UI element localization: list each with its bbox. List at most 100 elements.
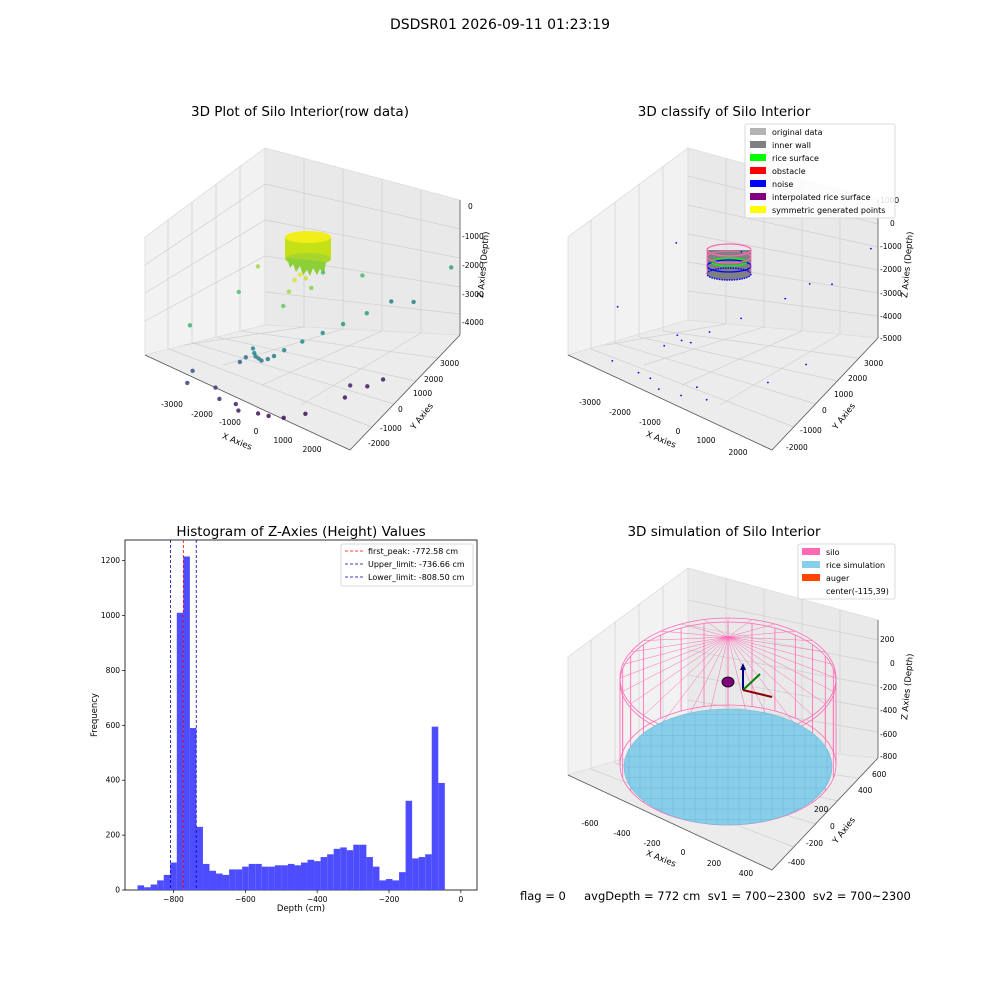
hist-bar xyxy=(372,866,380,890)
legend-label: rice simulation xyxy=(826,561,885,570)
svg-text:-1000: -1000 xyxy=(800,426,822,435)
raw-z-label: Z Axies (Depth) xyxy=(476,231,492,298)
raw-point xyxy=(303,411,308,416)
legend-label: noise xyxy=(772,180,793,189)
noise-point xyxy=(740,251,743,253)
svg-text:-3000: -3000 xyxy=(579,398,601,407)
svg-text:-400: -400 xyxy=(880,706,897,715)
svg-text:-3000: -3000 xyxy=(161,400,183,409)
raw-point xyxy=(380,377,386,382)
hist-x-label: Depth (cm) xyxy=(277,904,325,914)
raw-point xyxy=(389,299,394,304)
y-tick-label: 800 xyxy=(106,666,121,675)
svg-text:0: 0 xyxy=(254,427,259,436)
raw-point xyxy=(213,385,218,390)
hist-bar xyxy=(346,850,354,890)
silo-roof-line xyxy=(619,636,729,679)
raw-scatter-points xyxy=(185,264,454,420)
svg-text:-1000: -1000 xyxy=(639,418,661,427)
noise-point xyxy=(675,242,678,244)
legend-label: obstacle xyxy=(772,167,806,176)
hist-bar xyxy=(287,863,295,890)
noise-point xyxy=(784,297,787,300)
hist-bar xyxy=(379,880,386,890)
raw-z-ticks: 0 -1000 -2000 -3000 -4000 xyxy=(462,202,484,327)
raw-point xyxy=(237,359,243,365)
svg-text:1000: 1000 xyxy=(413,389,432,398)
svg-text:-1000: -1000 xyxy=(462,232,484,241)
figure-title: DSDSR01 2026-09-11 01:23:19 xyxy=(389,17,610,33)
raw-point xyxy=(281,303,286,309)
hist-bar xyxy=(327,854,334,890)
noise-point xyxy=(616,305,619,308)
y-tick-label: 400 xyxy=(106,776,121,785)
silo-roof-line xyxy=(727,630,796,638)
legend-swatch xyxy=(802,574,820,581)
noise-point xyxy=(637,371,640,374)
noise-scatter-points xyxy=(611,242,872,401)
hist-bar xyxy=(301,862,308,890)
svg-text:2000: 2000 xyxy=(848,374,867,383)
svg-text:600: 600 xyxy=(872,770,887,779)
classify-grid xyxy=(590,158,879,428)
svg-text:2000: 2000 xyxy=(424,375,443,384)
silo-roof-line xyxy=(622,636,729,692)
svg-text:3000: 3000 xyxy=(440,359,459,368)
hist-bar xyxy=(242,866,249,890)
raw-point xyxy=(342,395,348,400)
hist-bar xyxy=(170,862,177,890)
raw-point xyxy=(243,355,248,360)
svg-text:1000: 1000 xyxy=(273,436,292,445)
raw-grid xyxy=(144,158,461,428)
noise-point xyxy=(805,363,807,366)
hist-bar xyxy=(144,887,151,890)
noise-point xyxy=(870,247,872,250)
hist-bar xyxy=(294,865,301,890)
raw-point xyxy=(340,321,346,327)
hist-bar xyxy=(209,870,217,890)
legend-swatch xyxy=(802,548,820,555)
hist-bar xyxy=(405,800,413,890)
svg-text:-4000: -4000 xyxy=(880,312,902,321)
rice-simulation-surface xyxy=(623,708,833,826)
sim-y-ticks: -400 -200 0 200 400 600 xyxy=(788,770,887,867)
raw-x-ticks: -3000 -2000 -1000 0 1000 2000 xyxy=(161,400,322,454)
classify-plot-title: 3D classify of Silo Interior xyxy=(638,104,811,120)
svg-text:-2000: -2000 xyxy=(368,439,390,448)
svg-text:-600: -600 xyxy=(880,730,897,739)
hist-bar xyxy=(163,874,171,890)
hist-bar xyxy=(248,863,256,890)
raw-point xyxy=(286,289,292,294)
svg-text:-4000: -4000 xyxy=(462,318,484,327)
svg-text:-1000: -1000 xyxy=(380,424,402,433)
silo-roof-line xyxy=(727,636,813,641)
raw-point xyxy=(365,384,370,389)
sim-legend: silo rice simulation auger center(-115,39) xyxy=(797,543,896,600)
noise-point xyxy=(740,317,742,320)
svg-text:-2000: -2000 xyxy=(609,408,631,417)
legend-label: Upper_limit: -736.66 cm xyxy=(368,560,465,569)
noise-point xyxy=(689,341,692,344)
legend-swatch xyxy=(750,180,766,187)
raw-point xyxy=(303,276,308,281)
raw-point xyxy=(309,285,314,291)
svg-text:2000: 2000 xyxy=(302,445,321,454)
hist-bar xyxy=(150,884,158,890)
noise-point xyxy=(657,388,660,390)
hist-title: Histogram of Z-Axies (Height) Values xyxy=(176,524,425,540)
x-tick-label: −600 xyxy=(235,895,256,904)
hist-bar xyxy=(385,879,393,890)
raw-point xyxy=(411,299,416,305)
raw-point xyxy=(190,368,195,373)
raw-point xyxy=(233,401,238,407)
raw-y-ticks: -2000 -1000 0 1000 2000 3000 xyxy=(368,359,459,448)
hist-bar xyxy=(333,848,341,890)
raw-point xyxy=(364,311,369,316)
noise-point xyxy=(705,398,708,401)
sim-x-ticks: -600 -400 -200 0 200 400 xyxy=(581,819,753,878)
legend-swatch xyxy=(750,167,766,174)
raw-point xyxy=(449,265,454,270)
svg-text:0: 0 xyxy=(468,202,473,211)
noise-point xyxy=(676,334,679,336)
hist-bar xyxy=(222,874,230,890)
